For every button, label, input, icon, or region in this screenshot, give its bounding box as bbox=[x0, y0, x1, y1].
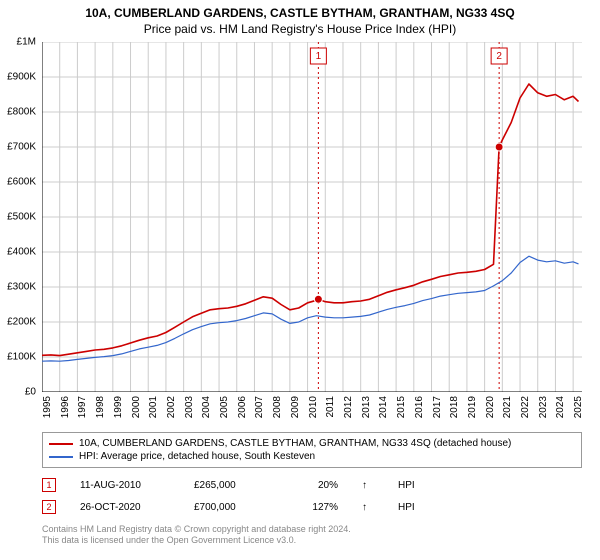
x-tick-label: 2012 bbox=[343, 396, 354, 418]
x-tick-label: 2007 bbox=[254, 396, 265, 418]
x-tick-label: 2024 bbox=[555, 396, 566, 418]
x-tick-label: 2004 bbox=[201, 396, 212, 418]
y-tick-label: £600K bbox=[7, 177, 36, 188]
x-tick-label: 2005 bbox=[219, 396, 230, 418]
y-tick-label: £200K bbox=[7, 317, 36, 328]
x-tick-label: 2017 bbox=[432, 396, 443, 418]
x-tick-label: 2011 bbox=[325, 396, 336, 418]
sale-price: £700,000 bbox=[194, 502, 264, 513]
footer-line-2: This data is licensed under the Open Gov… bbox=[42, 535, 582, 546]
svg-text:1: 1 bbox=[316, 51, 322, 62]
x-tick-label: 2018 bbox=[449, 396, 460, 418]
x-tick-label: 2013 bbox=[361, 396, 372, 418]
y-tick-label: £700K bbox=[7, 142, 36, 153]
plot-area: 12 bbox=[42, 42, 582, 392]
sale-row: 2 26-OCT-2020 £700,000 127% ↑ HPI bbox=[42, 496, 582, 518]
sale-marker: 1 bbox=[42, 478, 56, 492]
x-tick-label: 2021 bbox=[502, 396, 513, 418]
legend-swatch bbox=[49, 456, 73, 458]
sale-marker: 2 bbox=[42, 500, 56, 514]
x-tick-label: 2008 bbox=[272, 396, 283, 418]
legend-label: HPI: Average price, detached house, Sout… bbox=[79, 451, 315, 462]
x-tick-label: 2010 bbox=[308, 396, 319, 418]
y-tick-label: £400K bbox=[7, 247, 36, 258]
y-tick-label: £500K bbox=[7, 212, 36, 223]
legend-row: HPI: Average price, detached house, Sout… bbox=[49, 450, 575, 463]
footer: Contains HM Land Registry data © Crown c… bbox=[42, 524, 582, 547]
sale-date: 11-AUG-2010 bbox=[80, 480, 170, 491]
x-tick-label: 1998 bbox=[95, 396, 106, 418]
x-tick-label: 1995 bbox=[42, 396, 53, 418]
sale-row: 1 11-AUG-2010 £265,000 20% ↑ HPI bbox=[42, 474, 582, 496]
y-tick-label: £900K bbox=[7, 72, 36, 83]
x-tick-label: 2014 bbox=[378, 396, 389, 418]
x-tick-label: 2022 bbox=[520, 396, 531, 418]
sale-ref: HPI bbox=[398, 502, 428, 513]
x-tick-label: 2025 bbox=[573, 396, 584, 418]
x-tick-label: 2002 bbox=[166, 396, 177, 418]
x-tick-label: 2015 bbox=[396, 396, 407, 418]
x-tick-label: 1996 bbox=[60, 396, 71, 418]
legend-label: 10A, CUMBERLAND GARDENS, CASTLE BYTHAM, … bbox=[79, 438, 511, 449]
sale-pct: 127% bbox=[288, 502, 338, 513]
x-tick-label: 1997 bbox=[77, 396, 88, 418]
y-tick-label: £1M bbox=[17, 37, 36, 48]
x-tick-label: 2019 bbox=[467, 396, 478, 418]
sale-pct: 20% bbox=[288, 480, 338, 491]
sale-ref: HPI bbox=[398, 480, 428, 491]
sale-price: £265,000 bbox=[194, 480, 264, 491]
legend-swatch bbox=[49, 443, 73, 445]
x-tick-label: 2003 bbox=[184, 396, 195, 418]
legend-row: 10A, CUMBERLAND GARDENS, CASTLE BYTHAM, … bbox=[49, 437, 575, 450]
chart-container: 10A, CUMBERLAND GARDENS, CASTLE BYTHAM, … bbox=[0, 0, 600, 560]
x-tick-label: 2016 bbox=[414, 396, 425, 418]
sales-table: 1 11-AUG-2010 £265,000 20% ↑ HPI 2 26-OCT-2020 £… bbox=[42, 474, 582, 518]
x-tick-label: 2000 bbox=[131, 396, 142, 418]
x-tick-label: 2020 bbox=[485, 396, 496, 418]
x-axis-ticks: 1995 1996 1997 1998 1999 2000 2001 2002 2003 2004… bbox=[42, 394, 582, 434]
y-tick-label: £800K bbox=[7, 107, 36, 118]
x-tick-label: 2001 bbox=[148, 396, 159, 418]
titles: 10A, CUMBERLAND GARDENS, CASTLE BYTHAM, … bbox=[0, 0, 600, 36]
legend: 10A, CUMBERLAND GARDENS, CASTLE BYTHAM, … bbox=[42, 432, 582, 468]
title-sub: Price paid vs. HM Land Registry's House … bbox=[0, 22, 600, 36]
chart-svg: 12 bbox=[42, 42, 582, 392]
sale-date: 26-OCT-2020 bbox=[80, 502, 170, 513]
y-tick-label: £0 bbox=[25, 387, 36, 398]
y-axis-ticks: £0£100K£200K£300K£400K£500K£600K£700K£80… bbox=[0, 42, 40, 392]
x-tick-label: 2006 bbox=[237, 396, 248, 418]
sale-arrow-icon: ↑ bbox=[362, 480, 374, 491]
x-tick-label: 2023 bbox=[538, 396, 549, 418]
svg-text:2: 2 bbox=[496, 51, 502, 62]
x-tick-label: 1999 bbox=[113, 396, 124, 418]
x-tick-label: 2009 bbox=[290, 396, 301, 418]
footer-line-1: Contains HM Land Registry data © Crown c… bbox=[42, 524, 582, 535]
y-tick-label: £100K bbox=[7, 352, 36, 363]
sale-arrow-icon: ↑ bbox=[362, 502, 374, 513]
title-main: 10A, CUMBERLAND GARDENS, CASTLE BYTHAM, … bbox=[0, 6, 600, 20]
y-tick-label: £300K bbox=[7, 282, 36, 293]
